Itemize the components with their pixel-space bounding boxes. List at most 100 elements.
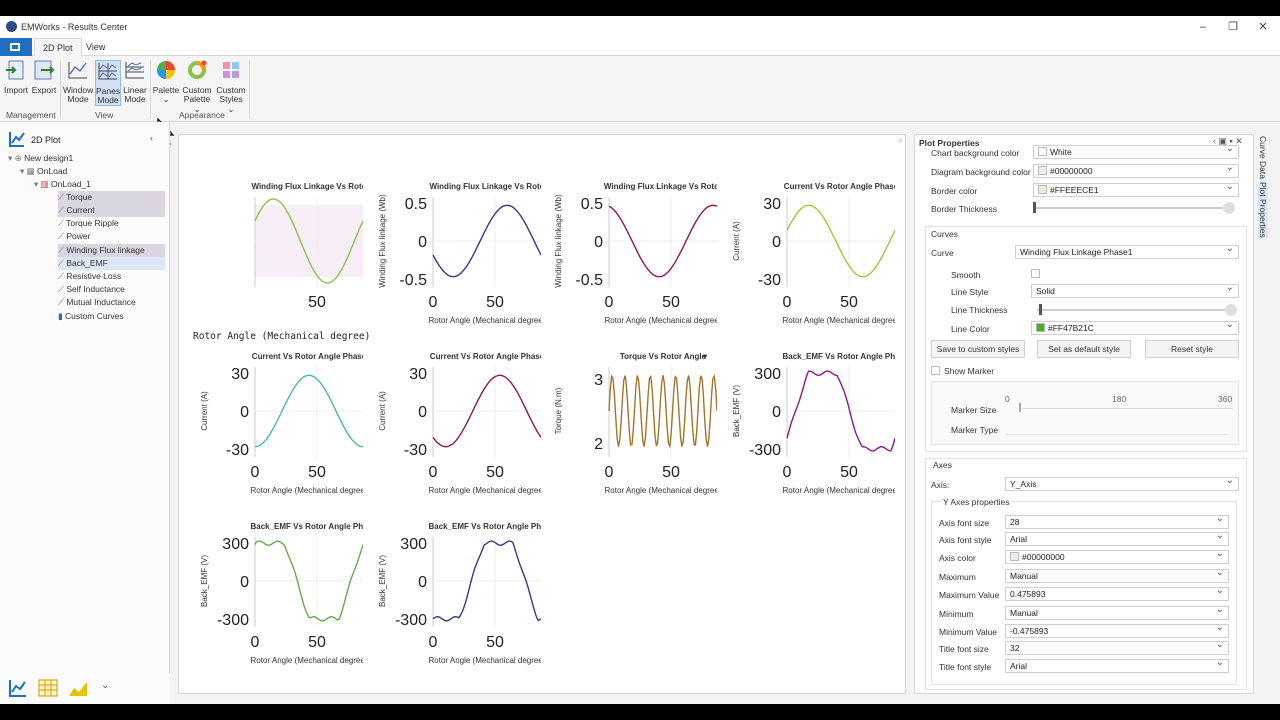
window-mode-button[interactable]: Window Mode (63, 60, 93, 105)
border-color-select[interactable]: #FFEEECE1 (1033, 181, 1239, 197)
save-custom-style-button[interactable]: Save to custom styles (931, 340, 1025, 358)
tree-item-new-design[interactable]: ▾ ⊕ New design1 (8, 153, 74, 163)
panes-mode-button[interactable]: Panes Mode (95, 60, 121, 106)
set-default-style-button[interactable]: Set as default style (1037, 340, 1131, 358)
group-appearance: Appearance (179, 110, 225, 120)
swatch (1036, 323, 1045, 332)
panel-header: 2D Plot (31, 135, 61, 145)
y-tick-label: -0.5 (399, 272, 427, 289)
reset-style-button[interactable]: Reset style (1145, 340, 1239, 358)
max-value-input[interactable]: 0.475893 (1005, 585, 1229, 601)
title-font-size-select[interactable]: 32 (1005, 639, 1229, 655)
file-menu-button[interactable] (0, 38, 32, 56)
2d-plot-nav-icon[interactable] (8, 678, 28, 698)
line-style-select[interactable]: Solid (1031, 282, 1239, 298)
smooth-label: Smooth (951, 270, 981, 280)
close-icon[interactable]: ✕ (1258, 21, 1268, 33)
tree-item-winding-flux[interactable]: ⟋ Winding Flux linkage (58, 244, 165, 257)
minimum-select[interactable]: Manual (1005, 604, 1229, 620)
custom-palette-button[interactable]: Custom Palette ⌄ (182, 60, 212, 114)
minimize-icon[interactable]: – (1199, 21, 1207, 33)
tab-2d-plot[interactable]: 2D Plot (34, 38, 82, 56)
y-tick-label: 0 (240, 404, 249, 421)
slider-thumb[interactable] (1039, 304, 1042, 315)
palette-button[interactable]: Palette ⌄ (152, 60, 180, 105)
slider-thumb[interactable] (1033, 202, 1036, 213)
maximize-icon[interactable]: ❐ (1228, 21, 1238, 33)
y-tick-label: 300 (222, 536, 249, 553)
series-line (432, 540, 541, 622)
diag-bg-select[interactable]: #00000000 (1033, 162, 1239, 178)
tree-item-torque[interactable]: ⟋ Torque (58, 191, 165, 204)
import-button[interactable]: Import (3, 60, 29, 95)
tree-item-custom-curves[interactable]: ▮ Custom Curves (58, 311, 124, 321)
y-tick-label: 0 (772, 234, 781, 251)
show-marker-checkbox[interactable] (931, 366, 940, 375)
y-tick-label: 30 (763, 196, 781, 213)
line-thickness-slider[interactable] (1037, 309, 1227, 311)
tree-label: Current (66, 205, 95, 215)
marker-size-label: Marker Size (951, 405, 997, 415)
min-value-input[interactable]: -0.475893 (1005, 622, 1229, 638)
series-line (786, 370, 895, 452)
chart-1[interactable]: Winding Flux Linkage Vs Roto 50 (191, 165, 363, 333)
slider-end (1223, 202, 1235, 214)
ribbon-separator (60, 60, 61, 118)
linear-mode-button[interactable]: Linear Mode (122, 60, 148, 105)
panel-controls-icon[interactable]: ‹ ▣ ▪ ✕ (1213, 136, 1243, 146)
custom-styles-button[interactable]: Custom Styles ⌄ (215, 60, 247, 114)
axis-font-size-select[interactable]: 28 (1005, 513, 1229, 529)
tab-plot-properties[interactable]: Plot Properties (1258, 182, 1268, 238)
tree-item-onload[interactable]: ▾ ▦ OnLoad (20, 166, 68, 176)
maximum-select[interactable]: Manual (1005, 567, 1229, 583)
marker-type-label: Marker Type (951, 425, 999, 435)
smooth-checkbox[interactable] (1031, 269, 1040, 278)
pin-icon[interactable]: ▫ (899, 136, 902, 145)
export-button[interactable]: Export (31, 60, 57, 95)
tab-curve-data[interactable]: Curve Data (1258, 136, 1268, 179)
tree-label: Torque (66, 192, 93, 202)
tab-view[interactable]: View (86, 42, 106, 52)
title-bar: EMWorks - Results Center – ❐ ✕ (0, 16, 1280, 38)
slider-thumb[interactable] (1019, 403, 1021, 412)
marker-size-slider[interactable] (1019, 408, 1233, 409)
title-font-style-select[interactable]: Arial (1005, 657, 1229, 673)
tree-item-onload-1[interactable]: ▾ ▥ OnLoad_1 (34, 179, 91, 189)
marker-type-select[interactable] (1005, 422, 1229, 435)
collapse-icon[interactable]: ‹ (150, 133, 153, 143)
line-style-label: Line Style (951, 287, 989, 297)
axis-label: Axis: (931, 480, 950, 490)
axis-select[interactable]: Y_Axis (1005, 475, 1239, 491)
tree-label: Power (66, 231, 91, 241)
tree-item-power[interactable]: ⟋ Power (58, 231, 91, 241)
curve-select[interactable]: Winding Flux Linkage Phase1 (1015, 243, 1239, 259)
chart-bg-select[interactable]: White (1033, 143, 1239, 159)
swatch (1038, 166, 1047, 175)
more-chevron-icon[interactable]: ⌄ (101, 680, 110, 691)
axis-font-style-select[interactable]: Arial (1005, 530, 1229, 546)
tree-item-torque-ripple[interactable]: ⟋ Torque Ripple (58, 218, 119, 228)
area-chart-nav-icon[interactable] (68, 678, 88, 698)
2d-plot-icon (9, 132, 25, 147)
tree-item-resistive-loss[interactable]: ⟋ Resistive Loss (58, 271, 122, 281)
chart-7[interactable]: Torque Vs Rotor Angle▾ 3 20 50 Torque (N.m) R… (545, 335, 717, 503)
tree-item-mutual-inductance[interactable]: ⟋ Mutual Inductance (58, 297, 136, 307)
linear-mode-icon (125, 62, 144, 79)
tree-item-back-emf[interactable]: ⟋ Back_EMF (58, 257, 165, 270)
window-mode-label2: Mode (67, 94, 89, 104)
border-thickness-slider[interactable] (1033, 207, 1229, 209)
axis-color-select[interactable]: #00000000 (1005, 548, 1229, 564)
tree-item-self-inductance[interactable]: ⟋ Self Inductance (58, 284, 125, 294)
tree-item-current[interactable]: ⟋ Current (58, 204, 165, 217)
line-color-select[interactable]: #FF47B21C (1031, 319, 1239, 335)
table-nav-icon[interactable] (38, 678, 58, 698)
y-tick-label: 0 (418, 404, 427, 421)
